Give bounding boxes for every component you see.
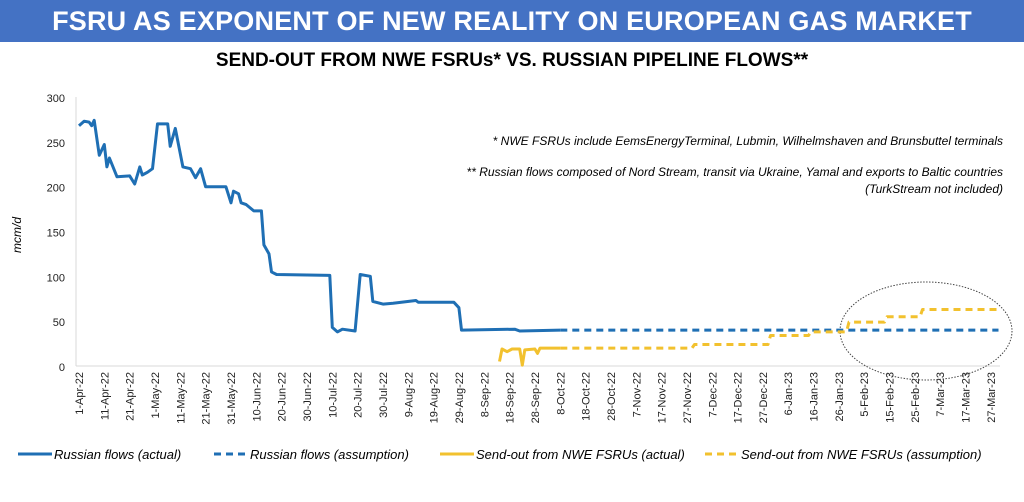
x-tick-label: 5-Feb-23	[859, 372, 871, 417]
x-tick-label: 15-Feb-23	[885, 372, 897, 423]
x-tick-label: 17-Mar-23	[961, 372, 973, 423]
series-line-russian-flows-actual	[78, 118, 561, 334]
note-fsru: * NWE FSRUs include EemsEnergyTerminal, …	[493, 134, 1003, 148]
x-tick-label: 1-Apr-22	[74, 372, 86, 415]
x-tick-label: 16-Jan-23	[809, 372, 821, 422]
legend-label: Russian flows (actual)	[54, 447, 181, 462]
x-tick-label: 20-Jul-22	[353, 372, 365, 418]
x-tick-label: 29-Aug-22	[454, 372, 466, 423]
x-tick-label: 8-Oct-22	[555, 372, 567, 415]
x-tick-label: 18-Oct-22	[581, 372, 593, 421]
y-tick-label: 0	[59, 362, 65, 374]
series-line-send-out-from-nwe-fsrus-actual	[498, 346, 561, 367]
series-line-send-out-from-nwe-fsrus-assumption	[560, 308, 999, 350]
legend-item: Send-out from NWE FSRUs (assumption)	[705, 447, 982, 462]
y-tick-label: 200	[47, 183, 65, 195]
x-tick-label: 11-May-22	[175, 372, 187, 424]
x-tick-label: 28-Oct-22	[606, 372, 618, 421]
legend-item: Russian flows (assumption)	[214, 447, 409, 462]
x-tick-label: 11-Apr-22	[99, 372, 111, 420]
x-tick-label: 21-Apr-22	[125, 372, 137, 421]
legend-item: Send-out from NWE FSRUs (actual)	[440, 447, 685, 462]
x-tick-label: 25-Feb-23	[910, 372, 922, 423]
x-tick-label: 1-May-22	[150, 372, 162, 418]
x-tick-label: 6-Jan-23	[783, 372, 795, 415]
x-tick-label: 21-May-22	[201, 372, 213, 425]
y-tick-label: 300	[47, 93, 65, 105]
x-tick-label: 18-Sep-22	[505, 372, 517, 423]
x-tick-label: 9-Aug-22	[403, 372, 415, 417]
x-tick-label: 10-Jun-22	[251, 372, 263, 422]
y-axis-label: mcm/d	[10, 217, 24, 253]
x-tick-label: 17-Nov-22	[657, 372, 669, 423]
y-tick-label: 150	[47, 228, 65, 240]
x-tick-label: 30-Jun-22	[302, 372, 314, 422]
x-tick-label: 17-Dec-22	[733, 372, 745, 423]
chart-subtitle: SEND-OUT FROM NWE FSRUs* VS. RUSSIAN PIP…	[215, 50, 809, 71]
x-tick-label: 20-Jun-22	[277, 372, 289, 422]
x-tick-label: 10-Jul-22	[327, 372, 339, 418]
y-tick-label: 100	[47, 272, 65, 284]
x-tick-label: 27-Nov-22	[682, 372, 694, 423]
x-tick-label: 19-Aug-22	[429, 372, 441, 423]
y-tick-label: 250	[47, 138, 65, 150]
legend-label: Russian flows (assumption)	[250, 447, 409, 462]
highlight-ellipse	[839, 281, 1013, 381]
x-tick-label: 26-Jan-23	[834, 372, 846, 422]
x-tick-label: 31-May-22	[226, 372, 238, 425]
x-tick-label: 8-Sep-22	[479, 372, 491, 417]
x-tick-label: 7-Mar-23	[935, 372, 947, 417]
x-tick-label: 30-Jul-22	[378, 372, 390, 418]
legend-label: Send-out from NWE FSRUs (actual)	[476, 447, 685, 462]
legend-label: Send-out from NWE FSRUs (assumption)	[741, 447, 982, 462]
y-tick-label: 50	[53, 317, 65, 329]
x-tick-label: 27-Mar-23	[986, 372, 998, 423]
note-turkstream: (TurkStream not included)	[865, 182, 1003, 196]
title-banner: FSRU AS EXPONENT OF NEW REALITY ON EUROP…	[0, 0, 1024, 42]
x-tick-label: 7-Nov-22	[631, 372, 643, 417]
note-russian: ** Russian flows composed of Nord Stream…	[467, 165, 1003, 179]
legend-item: Russian flows (actual)	[18, 447, 181, 462]
x-tick-label: 28-Sep-22	[530, 372, 542, 423]
x-tick-label: 27-Dec-22	[758, 372, 770, 423]
x-tick-label: 7-Dec-22	[707, 372, 719, 417]
